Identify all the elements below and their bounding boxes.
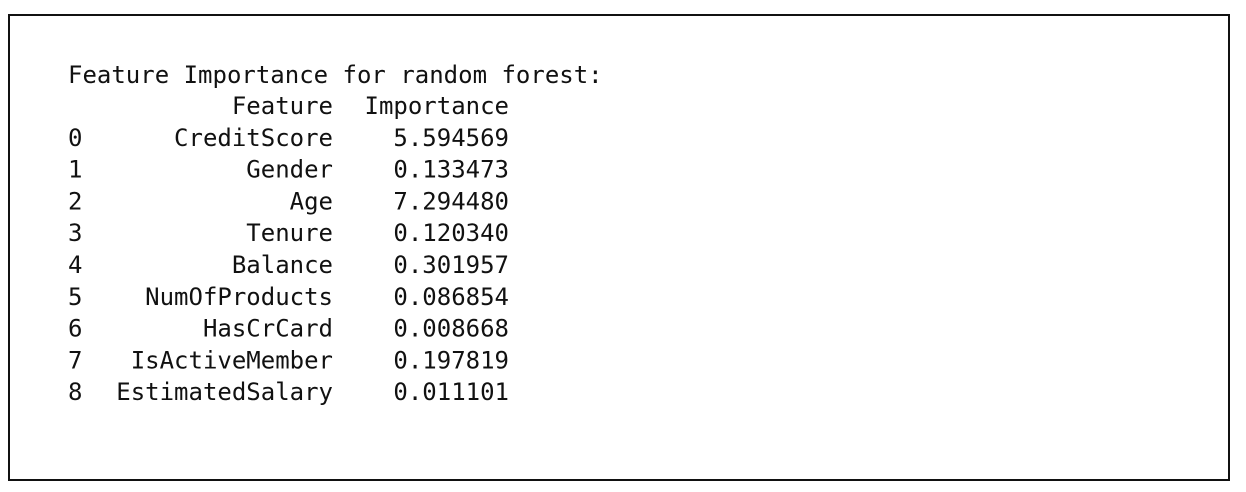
feature-name: HasCrCard bbox=[203, 315, 333, 343]
row-index: 7 bbox=[68, 346, 82, 374]
importance-value: 0.133473 bbox=[393, 156, 509, 184]
feature-name: Gender bbox=[246, 156, 333, 184]
feature-name: CreditScore bbox=[174, 124, 333, 152]
importance-value: 0.086854 bbox=[393, 283, 509, 311]
importance-value: 7.294480 bbox=[393, 187, 509, 215]
output-frame bbox=[8, 14, 1230, 481]
importance-value: 0.120340 bbox=[393, 219, 509, 247]
importance-value: 0.011101 bbox=[393, 378, 509, 406]
row-index: 5 bbox=[68, 283, 82, 311]
importance-value: 0.008668 bbox=[393, 315, 509, 343]
row-index: 3 bbox=[68, 219, 82, 247]
row-index: 4 bbox=[68, 251, 82, 279]
row-index: 2 bbox=[68, 187, 82, 215]
importance-value: 5.594569 bbox=[393, 124, 509, 152]
row-index: 1 bbox=[68, 156, 82, 184]
column-header: Feature bbox=[232, 92, 333, 120]
feature-name: Tenure bbox=[246, 219, 333, 247]
feature-name: IsActiveMember bbox=[131, 346, 333, 374]
feature-name: Balance bbox=[232, 251, 333, 279]
row-index: 8 bbox=[68, 378, 82, 406]
feature-name: EstimatedSalary bbox=[116, 378, 333, 406]
row-index: 6 bbox=[68, 315, 82, 343]
feature-name: NumOfProducts bbox=[145, 283, 333, 311]
importance-value: 0.197819 bbox=[393, 346, 509, 374]
importance-value: 0.301957 bbox=[393, 251, 509, 279]
row-index: 0 bbox=[68, 124, 82, 152]
column-header: Importance bbox=[365, 92, 510, 120]
output-title: Feature Importance for random forest: bbox=[68, 61, 603, 89]
feature-name: Age bbox=[290, 187, 333, 215]
